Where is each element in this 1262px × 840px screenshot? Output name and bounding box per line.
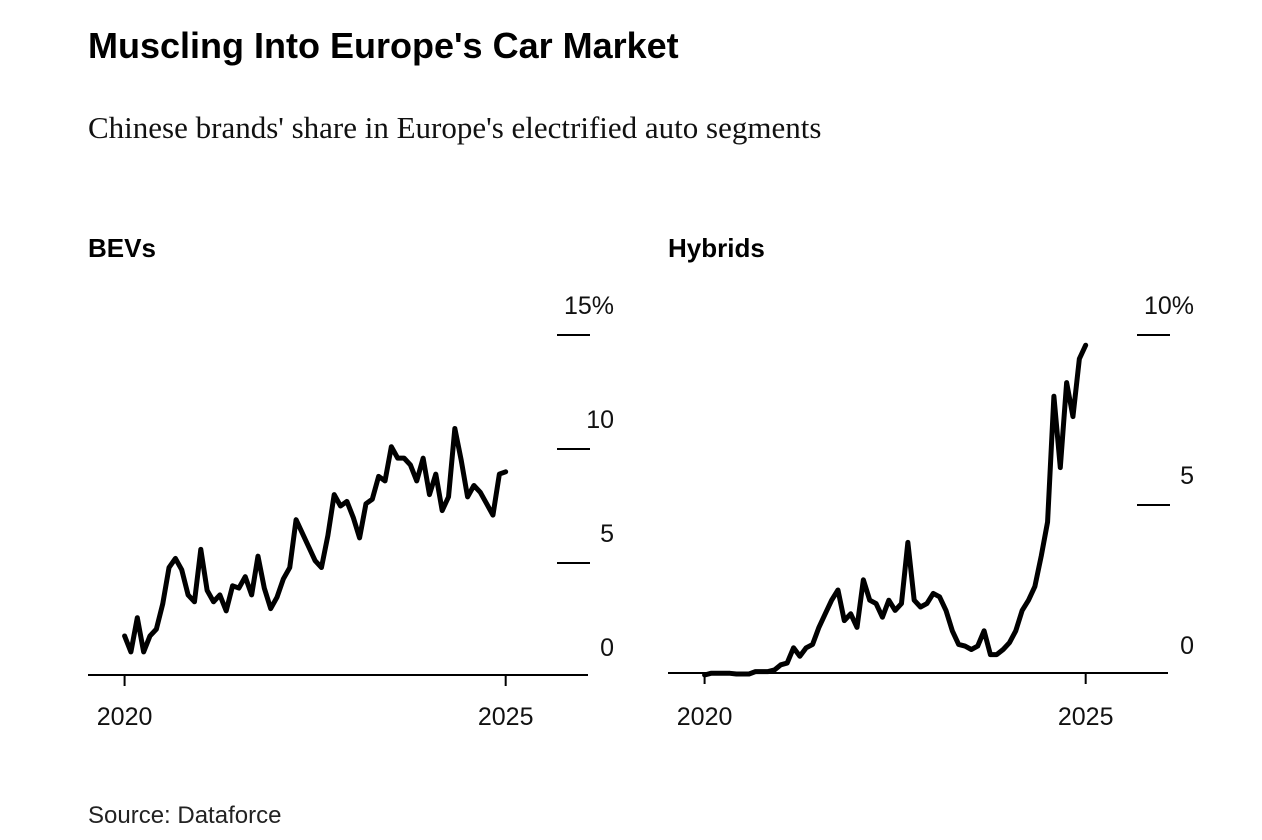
subtitle: Chinese brands' share in Europe's electr… [88,110,821,145]
title: Muscling Into Europe's Car Market [88,25,679,66]
panel-title: BEVs [88,233,156,263]
data-line [702,342,1089,678]
y-tick-label: 5 [600,520,614,548]
data-line [122,425,509,655]
y-tick-label: 15% [564,292,614,320]
y-tick-label: 10 [586,406,614,434]
x-tick-label: 2025 [1058,703,1114,731]
x-tick-label: 2020 [677,703,733,731]
y-tick-label: 0 [1180,632,1194,660]
source: Source: Dataforce [88,802,281,829]
y-tick-label: 5 [1180,462,1194,490]
x-tick-label: 2020 [97,703,153,731]
y-tick-label: 10% [1144,292,1194,320]
y-tick-label: 0 [600,634,614,662]
x-tick-label: 2025 [478,703,534,731]
panel-title: Hybrids [668,233,765,263]
